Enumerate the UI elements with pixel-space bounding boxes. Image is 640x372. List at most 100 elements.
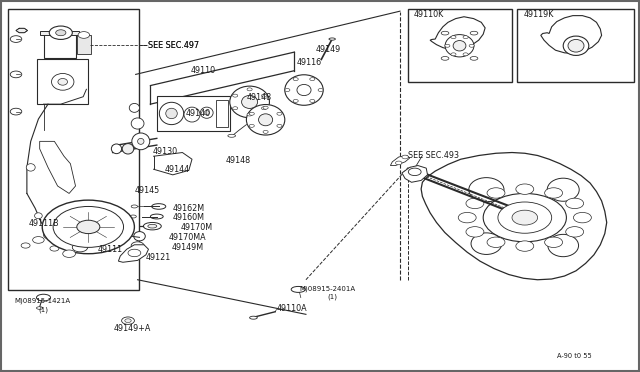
Text: 49110: 49110 xyxy=(191,66,216,75)
Circle shape xyxy=(44,231,59,240)
Polygon shape xyxy=(40,141,76,193)
Circle shape xyxy=(122,317,134,324)
Text: 49162M: 49162M xyxy=(173,204,205,213)
Circle shape xyxy=(293,78,298,81)
Ellipse shape xyxy=(58,78,68,85)
Polygon shape xyxy=(118,245,148,262)
Circle shape xyxy=(466,227,484,237)
Ellipse shape xyxy=(471,233,502,254)
Ellipse shape xyxy=(329,38,335,40)
Circle shape xyxy=(42,200,134,254)
Ellipse shape xyxy=(563,36,589,55)
Ellipse shape xyxy=(26,164,35,171)
Ellipse shape xyxy=(131,205,138,208)
Ellipse shape xyxy=(547,178,579,201)
Text: SEE SEC.497: SEE SEC.497 xyxy=(148,41,200,50)
Ellipse shape xyxy=(36,307,43,310)
Circle shape xyxy=(232,107,237,110)
Circle shape xyxy=(310,78,315,81)
Ellipse shape xyxy=(568,39,584,52)
Text: 49149: 49149 xyxy=(316,45,340,54)
Circle shape xyxy=(469,44,474,47)
Polygon shape xyxy=(16,28,28,33)
Ellipse shape xyxy=(131,118,144,129)
Ellipse shape xyxy=(184,107,200,122)
Text: (1): (1) xyxy=(38,306,49,313)
Polygon shape xyxy=(430,17,485,50)
Circle shape xyxy=(128,249,141,257)
Bar xyxy=(37,59,88,104)
Circle shape xyxy=(285,89,290,92)
Ellipse shape xyxy=(230,86,269,118)
Text: 49111: 49111 xyxy=(98,245,123,254)
Polygon shape xyxy=(541,16,602,54)
Circle shape xyxy=(573,212,591,223)
Circle shape xyxy=(445,44,450,47)
Bar xyxy=(408,9,512,82)
Circle shape xyxy=(487,188,505,198)
Ellipse shape xyxy=(130,215,136,218)
Circle shape xyxy=(247,113,252,116)
Circle shape xyxy=(21,243,30,248)
Circle shape xyxy=(53,206,124,247)
Text: M)08915-2401A: M)08915-2401A xyxy=(299,285,355,292)
Ellipse shape xyxy=(204,110,209,115)
Ellipse shape xyxy=(150,214,163,219)
Text: 49148: 49148 xyxy=(225,156,250,165)
Text: 49119K: 49119K xyxy=(524,10,554,19)
Circle shape xyxy=(232,94,237,97)
Circle shape xyxy=(487,237,505,247)
Circle shape xyxy=(263,130,268,133)
Ellipse shape xyxy=(285,75,323,105)
Ellipse shape xyxy=(242,96,258,109)
Ellipse shape xyxy=(470,31,478,35)
Circle shape xyxy=(318,89,323,92)
Circle shape xyxy=(310,99,315,102)
Bar xyxy=(157,96,230,131)
Bar xyxy=(40,31,79,35)
Ellipse shape xyxy=(138,138,144,144)
Ellipse shape xyxy=(132,133,150,150)
Ellipse shape xyxy=(468,177,504,202)
Ellipse shape xyxy=(250,316,257,319)
Circle shape xyxy=(131,242,144,249)
Text: 49121: 49121 xyxy=(146,253,171,262)
Ellipse shape xyxy=(228,134,236,137)
Text: 49116: 49116 xyxy=(296,58,321,67)
Circle shape xyxy=(72,243,88,252)
Text: 49170MA: 49170MA xyxy=(168,233,206,242)
Ellipse shape xyxy=(453,41,466,51)
Ellipse shape xyxy=(152,204,166,209)
Ellipse shape xyxy=(200,107,213,118)
Circle shape xyxy=(63,250,76,257)
Circle shape xyxy=(516,241,534,251)
Text: 49148: 49148 xyxy=(246,93,271,102)
Circle shape xyxy=(466,198,484,209)
Circle shape xyxy=(277,124,282,127)
Ellipse shape xyxy=(111,144,122,154)
Bar xyxy=(8,9,139,290)
Bar xyxy=(216,100,228,127)
Text: 49110K: 49110K xyxy=(414,10,444,19)
Bar xyxy=(517,9,634,82)
Text: 49110A: 49110A xyxy=(276,304,307,313)
Circle shape xyxy=(78,32,90,38)
Ellipse shape xyxy=(129,103,140,112)
Ellipse shape xyxy=(246,105,285,135)
Circle shape xyxy=(277,112,282,115)
Text: A-90 t0 55: A-90 t0 55 xyxy=(557,353,591,359)
Text: 49170M: 49170M xyxy=(181,223,213,232)
Circle shape xyxy=(77,220,100,234)
Ellipse shape xyxy=(134,231,145,241)
Ellipse shape xyxy=(445,35,474,57)
Circle shape xyxy=(50,246,59,251)
Circle shape xyxy=(56,30,66,36)
Circle shape xyxy=(262,94,267,97)
Circle shape xyxy=(566,227,584,237)
Ellipse shape xyxy=(259,114,273,126)
Circle shape xyxy=(463,36,468,39)
Text: —SEE SEC.497: —SEE SEC.497 xyxy=(140,41,198,50)
Text: 49144: 49144 xyxy=(165,165,190,174)
Circle shape xyxy=(498,202,552,233)
Bar xyxy=(44,32,76,58)
